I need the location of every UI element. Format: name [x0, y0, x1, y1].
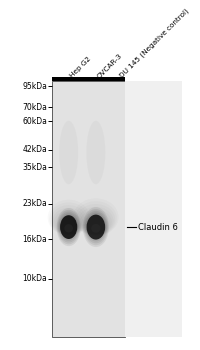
Ellipse shape — [57, 210, 80, 244]
Bar — [52, 81, 125, 337]
Text: 60kDa: 60kDa — [22, 117, 47, 126]
Text: Hep G2: Hep G2 — [69, 56, 92, 79]
Ellipse shape — [59, 121, 78, 184]
Bar — [125, 81, 182, 337]
Bar — [52, 77, 125, 81]
Ellipse shape — [84, 209, 108, 245]
Ellipse shape — [59, 214, 78, 241]
Ellipse shape — [86, 213, 106, 241]
Text: 70kDa: 70kDa — [22, 103, 47, 112]
Text: 35kDa: 35kDa — [22, 163, 47, 172]
Ellipse shape — [60, 215, 77, 239]
Ellipse shape — [86, 121, 105, 184]
Text: 95kDa: 95kDa — [22, 82, 47, 91]
Ellipse shape — [83, 207, 109, 247]
Text: OVCAR-3: OVCAR-3 — [96, 52, 123, 79]
Text: 23kDa: 23kDa — [22, 199, 47, 208]
Text: 42kDa: 42kDa — [22, 146, 47, 154]
Text: Claudin 6: Claudin 6 — [138, 223, 177, 232]
Text: 16kDa: 16kDa — [22, 234, 47, 244]
Ellipse shape — [58, 212, 79, 243]
Ellipse shape — [87, 215, 105, 240]
Ellipse shape — [85, 211, 107, 243]
Text: 10kDa: 10kDa — [22, 274, 47, 284]
Ellipse shape — [57, 208, 81, 246]
Text: DU 145 (Negative control): DU 145 (Negative control) — [119, 8, 190, 79]
Ellipse shape — [91, 224, 101, 233]
Ellipse shape — [64, 224, 73, 232]
